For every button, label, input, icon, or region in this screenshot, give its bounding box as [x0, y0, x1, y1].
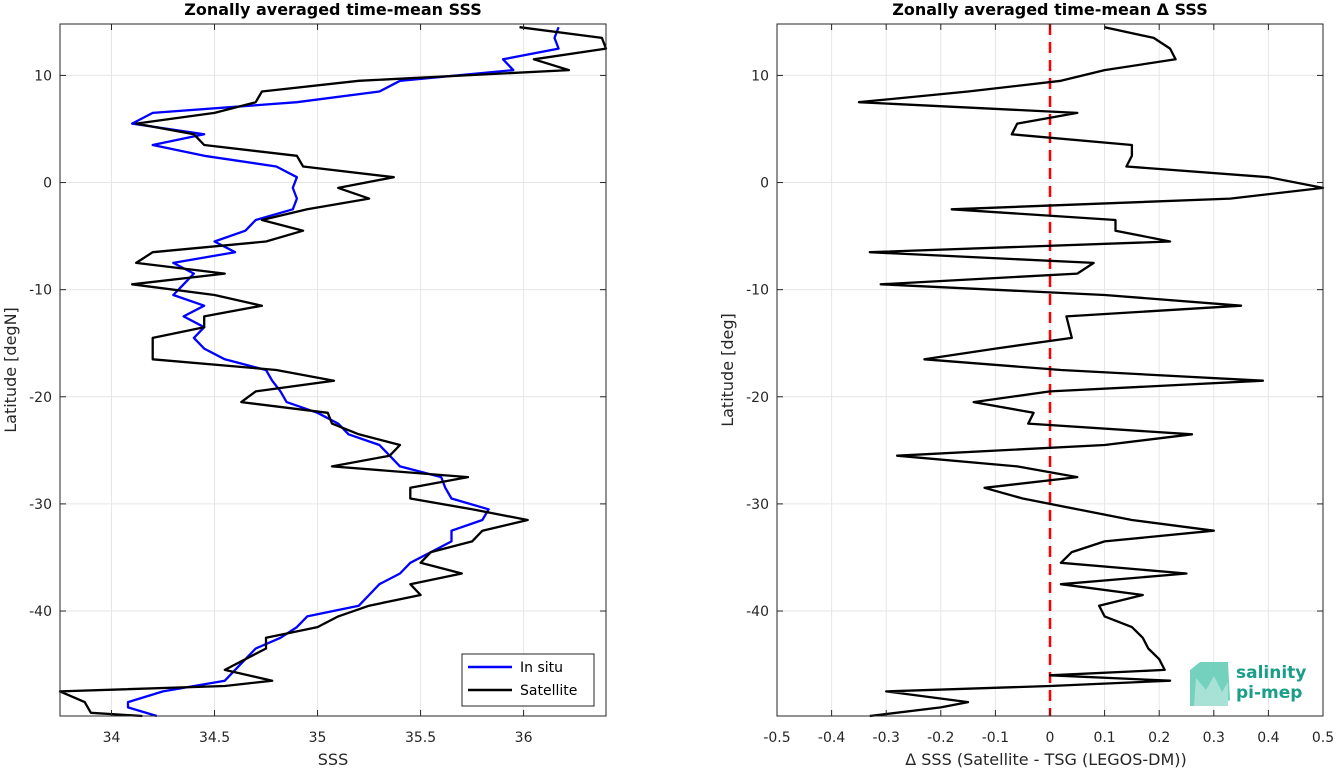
delta-xtick-label: -0.1	[982, 730, 1009, 746]
sss-series-satellite-line	[58, 26, 608, 718]
logo-text-pimep: pi-mep	[1236, 683, 1302, 703]
delta-xtick-label: -0.3	[873, 730, 900, 746]
delta-ticks: -0.5 -0.4 -0.3 -0.2 -0.1 0 0.1 0.2 0.3 0.4 0.5 -40 -…	[746, 24, 1334, 746]
sss-xtick-label: 36	[515, 730, 533, 746]
delta-ytick-label: 0	[760, 176, 769, 192]
sss-xtick-label: 34.5	[199, 730, 230, 746]
sss-title: Zonally averaged time-mean SSS	[184, 0, 482, 19]
delta-xlabel: Δ SSS (Satellite - TSG (LEGOS-DM))	[905, 750, 1187, 769]
delta-ylabel: Latitude [deg]	[718, 313, 737, 427]
delta-ytick-label: -30	[746, 497, 769, 513]
sss-xtick-label: 35	[309, 730, 327, 746]
legend-box	[461, 653, 595, 707]
sss-ytick-label: -40	[29, 604, 52, 620]
sss-lines	[58, 26, 608, 718]
delta-xtick-label: -0.4	[818, 730, 845, 746]
delta-xtick-label: 0.4	[1257, 730, 1279, 746]
sss-ytick-label: -30	[29, 497, 52, 513]
delta-title: Zonally averaged time-mean Δ SSS	[892, 0, 1208, 19]
delta-xtick-label: 0.2	[1148, 730, 1170, 746]
legend-label-insitu: In situ	[520, 660, 563, 676]
sss-xtick-label: 35.5	[405, 730, 436, 746]
legend-label-satellite: Satellite	[520, 683, 577, 699]
sss-ticks: 34 34.5 35 35.5 36 -40 -30 -20 -10 0 10	[29, 24, 606, 746]
sss-ytick-label: -20	[29, 390, 52, 406]
salinity-pi-mep-logo: salinity pi-mep	[1190, 662, 1306, 706]
delta-xtick-label: 0	[1046, 730, 1055, 746]
delta-ytick-label: 10	[751, 68, 769, 84]
sss-ytick-label: -10	[29, 283, 52, 299]
logo-text-salinity: salinity	[1236, 663, 1306, 683]
delta-ytick-label: -20	[746, 390, 769, 406]
delta-ytick-label: -10	[746, 283, 769, 299]
sss-axes-box	[59, 23, 607, 717]
sss-panel: 34 34.5 35 35.5 36 -40 -30 -20 -10 0 10 Zonally av…	[1, 0, 608, 769]
delta-lines	[857, 26, 1325, 718]
sss-xlabel: SSS	[318, 750, 348, 769]
delta-xtick-label: -0.5	[763, 730, 790, 746]
delta-xtick-label: 0.3	[1203, 730, 1225, 746]
delta-series-delta-line	[857, 26, 1325, 718]
delta-xtick-label: 0.1	[1093, 730, 1115, 746]
sss-ytick-label: 0	[43, 176, 52, 192]
sss-ylabel: Latitude [degN]	[1, 307, 20, 433]
delta-sss-panel: -0.5 -0.4 -0.3 -0.2 -0.1 0 0.1 0.2 0.3 0.4 0.5 -40 -…	[718, 0, 1334, 769]
logo-wave-highlight	[1194, 676, 1228, 706]
legend: In situ Satellite	[461, 653, 595, 707]
sss-ytick-label: 10	[34, 68, 52, 84]
delta-ytick-label: -40	[746, 604, 769, 620]
sss-xtick-label: 34	[103, 730, 121, 746]
sss-series-in-situ-line	[126, 26, 560, 718]
delta-xtick-label: 0.5	[1312, 730, 1334, 746]
delta-xtick-label: -0.2	[927, 730, 954, 746]
